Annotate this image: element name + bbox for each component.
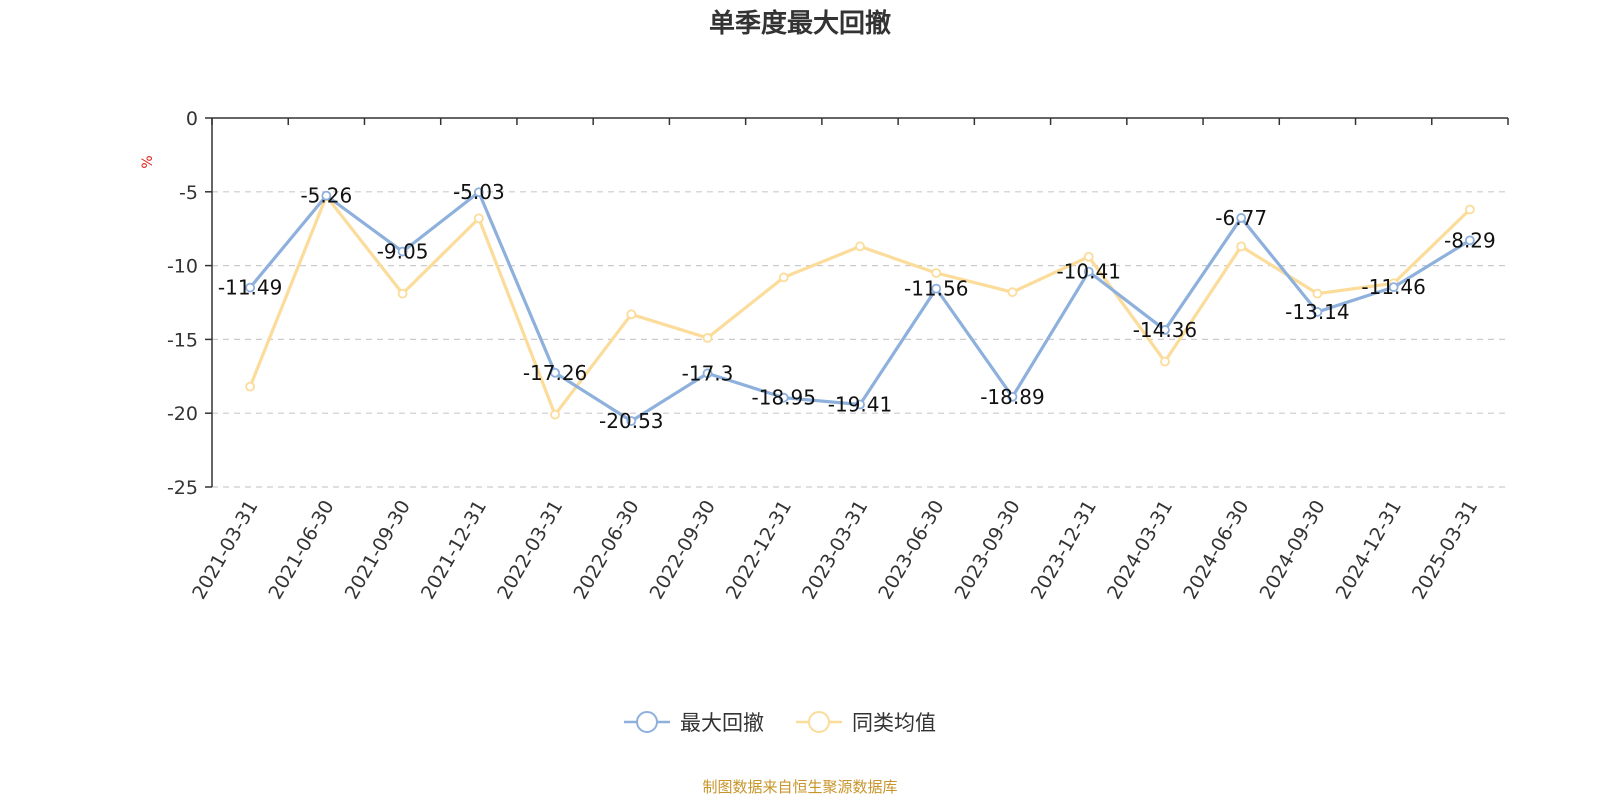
data-label: -6.77 [1215, 206, 1267, 230]
x-tick-label: 2023-09-30 [951, 497, 1025, 604]
data-point [626, 309, 637, 320]
data-labels: -11.49 -5.26 -9.05 -5.03 -17.26 -20.53 -17.3 -1… [218, 180, 1496, 433]
data-point [931, 268, 942, 278]
data-point [855, 399, 865, 410]
y-tick-label: -5 [179, 182, 198, 204]
legend-marker [808, 711, 830, 733]
legend-item-0[interactable]: 最大回撤 [624, 711, 764, 735]
data-point [626, 416, 637, 426]
data-label: -20.53 [599, 409, 663, 433]
series-layer [245, 187, 1475, 426]
data-label: -10.41 [1056, 260, 1120, 284]
data-point [550, 409, 560, 420]
data-point [855, 241, 865, 252]
data-label: -14.36 [1133, 318, 1197, 342]
data-label: -13.14 [1285, 300, 1349, 324]
y-tick-label: 0 [186, 108, 198, 130]
data-point [778, 272, 789, 283]
data-point [702, 333, 713, 343]
y-tick-label: -20 [167, 403, 198, 425]
x-tick-label: 2021-12-31 [417, 496, 491, 603]
data-label: -18.89 [980, 385, 1044, 409]
data-point [321, 190, 332, 201]
data-point [702, 368, 713, 379]
chart-title: 单季度最大回撤 [709, 8, 891, 39]
data-label: -17.26 [523, 361, 587, 385]
data-point [1464, 204, 1475, 215]
x-tick-label: 2023-12-31 [1027, 497, 1101, 604]
data-point [1160, 325, 1170, 335]
data-point [1083, 251, 1094, 262]
x-tick-label: 2021-06-30 [264, 497, 338, 604]
data-label: -8.29 [1444, 228, 1496, 252]
data-point [1388, 282, 1399, 293]
legend-label: 同类均值 [852, 711, 936, 735]
data-point [245, 282, 256, 293]
x-tick-label: 2022-06-30 [569, 497, 643, 604]
data-point [778, 392, 789, 403]
data-point [397, 288, 408, 299]
y-unit-label: % [140, 155, 156, 168]
data-point [931, 283, 942, 294]
x-tick-label: 2022-12-31 [722, 497, 796, 604]
x-tick-label: 2021-03-31 [188, 497, 262, 604]
x-tick-label: 2021-09-30 [341, 497, 415, 604]
data-label: -9.05 [377, 240, 429, 264]
legend-item-1[interactable]: 同类均值 [796, 711, 936, 735]
data-point [1464, 235, 1475, 246]
x-tick-label: 2022-09-30 [646, 497, 720, 604]
data-label: -19.41 [828, 392, 892, 416]
data-label: -11.56 [904, 277, 968, 301]
data-label: -11.46 [1361, 275, 1425, 299]
data-label: -5.03 [453, 180, 505, 204]
x-tick-label: 2022-03-31 [493, 497, 567, 604]
source-note: 制图数据来自恒生聚源数据库 [702, 778, 897, 796]
x-tick-label: 2024-09-30 [1255, 497, 1329, 604]
data-point [1083, 266, 1094, 277]
x-tick-label: 2024-12-31 [1332, 497, 1406, 604]
x-tick-label: 2025-03-31 [1408, 497, 1482, 604]
data-point [550, 367, 560, 378]
data-point [473, 213, 484, 224]
data-point [245, 381, 256, 392]
data-label: -17.3 [682, 361, 734, 385]
data-point [1312, 288, 1323, 299]
legend: 最大回撤 同类均值 [624, 711, 936, 735]
data-point [1312, 307, 1323, 317]
y-tick-label: -10 [167, 256, 198, 278]
x-tick-label: 2023-06-30 [874, 497, 948, 604]
x-tick-label: 2024-06-30 [1179, 497, 1253, 604]
data-point [1007, 287, 1018, 298]
x-tick-label: 2023-03-31 [798, 497, 872, 604]
gridlines [212, 191, 1508, 488]
data-point [397, 246, 408, 257]
legend-marker [636, 711, 658, 733]
data-label: -5.26 [300, 184, 352, 208]
legend-label: 最大回撤 [680, 711, 764, 735]
data-point [1160, 356, 1170, 367]
data-point [473, 187, 484, 198]
data-point [1236, 241, 1247, 252]
y-tick-label: -25 [167, 477, 198, 499]
data-label: -11.49 [218, 276, 282, 300]
y-tick-label: -15 [167, 329, 198, 351]
data-point [1007, 391, 1018, 402]
data-point [1236, 213, 1247, 223]
x-tick-label: 2024-03-31 [1103, 497, 1177, 604]
data-label: -18.95 [752, 386, 816, 410]
